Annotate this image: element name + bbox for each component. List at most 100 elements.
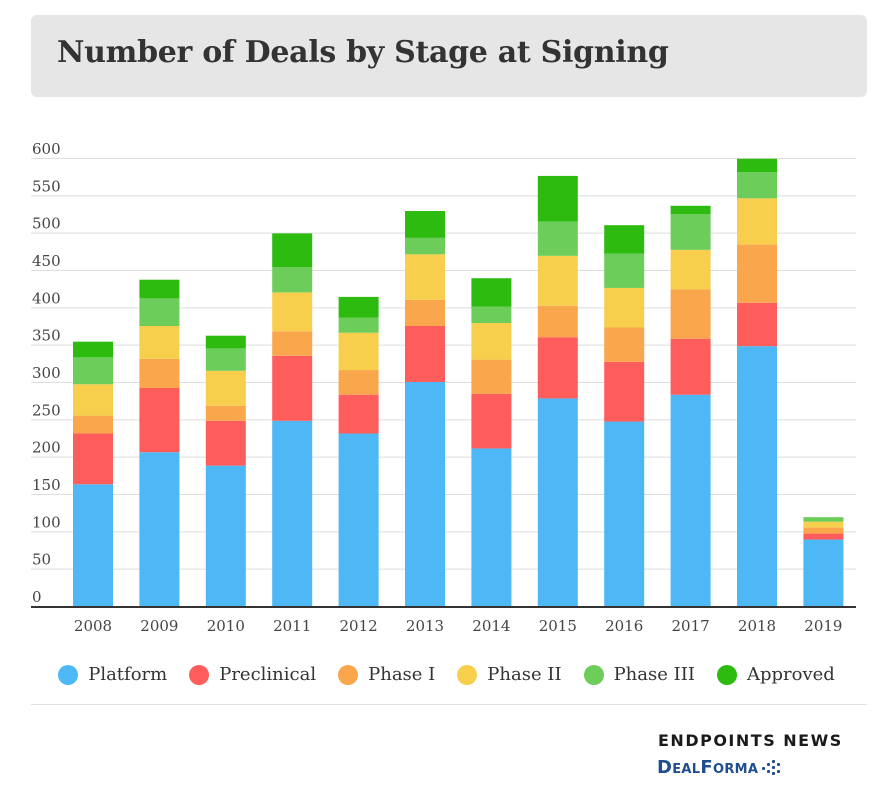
bar-2010-phase-ii <box>205 370 246 406</box>
bar-2017-platform <box>670 394 711 606</box>
bar-2019-phase-i <box>803 527 844 534</box>
chart-title: Number of Deals by Stage at Signing <box>57 35 669 70</box>
bar-2018-phase-i <box>737 244 777 303</box>
bar-2008-preclinical <box>73 433 113 485</box>
legend-swatch-icon <box>457 664 478 685</box>
legend-swatch-icon <box>716 664 737 685</box>
bar-2017-preclinical <box>670 338 711 395</box>
bar-2013-phase-iii <box>405 237 445 255</box>
bar-2017-phase-ii <box>670 249 711 290</box>
bar-2016-preclinical <box>604 361 645 422</box>
x-tick-label-2014: 2014 <box>472 617 510 635</box>
bar-2012-platform <box>338 433 379 606</box>
bar-2011-platform <box>272 420 313 606</box>
bar-2011-phase-i <box>272 331 313 356</box>
x-tick-label-2016: 2016 <box>605 617 643 635</box>
legend-swatch-icon <box>189 664 210 685</box>
y-tick-label-0: 0 <box>32 588 42 606</box>
bar-2018-preclinical <box>737 302 777 347</box>
y-tick-label-400: 400 <box>32 289 61 307</box>
x-tick-label-2010: 2010 <box>207 617 245 635</box>
bar-2010-phase-iii <box>205 348 246 371</box>
legend-swatch-icon <box>338 664 359 685</box>
bar-2016-phase-iii <box>604 253 645 288</box>
bar-2009-phase-iii <box>139 298 180 326</box>
bar-2016-approved <box>604 225 645 254</box>
bar-2018-platform <box>737 346 777 606</box>
bar-2013-phase-ii <box>405 254 445 300</box>
legend-label: Phase II <box>487 664 562 685</box>
legend-swatch-icon <box>583 664 604 685</box>
x-tick-label-2017: 2017 <box>672 617 710 635</box>
dealforma-logo-text: DealForma <box>657 757 759 778</box>
x-tick-label-2015: 2015 <box>539 617 577 635</box>
x-tick-label-2011: 2011 <box>273 617 311 635</box>
bar-2008-approved <box>73 341 113 358</box>
bar-2008-phase-ii <box>73 384 113 416</box>
bar-2011-phase-ii <box>272 292 313 332</box>
y-tick-label-550: 550 <box>32 177 61 195</box>
bar-2018-approved <box>737 158 777 173</box>
legend-label: Phase III <box>613 664 695 685</box>
bar-2012-approved <box>338 296 379 318</box>
bar-2011-phase-iii <box>272 267 313 293</box>
y-tick-label-150: 150 <box>32 476 61 494</box>
y-tick-label-500: 500 <box>32 215 61 233</box>
bar-2019-phase-ii <box>803 521 844 528</box>
legend-item-phase-ii: Phase II <box>457 664 562 685</box>
bar-2019-phase-iii <box>803 517 844 522</box>
bar-2013-platform <box>405 382 445 606</box>
y-tick-label-300: 300 <box>32 364 61 382</box>
bar-2010-platform <box>205 465 246 606</box>
bar-2011-preclinical <box>272 355 313 421</box>
legend-item-approved: Approved <box>716 664 835 685</box>
bar-2014-approved <box>471 278 512 307</box>
bar-2009-preclinical <box>139 387 180 453</box>
legend-label: Platform <box>88 664 168 685</box>
bar-2015-platform <box>537 398 578 606</box>
bar-2017-phase-iii <box>670 214 711 250</box>
bar-2008-platform <box>73 484 113 606</box>
bar-2017-approved <box>670 205 711 214</box>
y-tick-label-100: 100 <box>32 513 61 531</box>
bar-2015-phase-i <box>537 305 578 338</box>
legend-swatch-icon <box>58 664 79 685</box>
bar-2010-preclinical <box>205 420 246 466</box>
legend-item-phase-i: Phase I <box>338 664 435 685</box>
bar-2013-preclinical <box>405 326 445 382</box>
bar-2008-phase-i <box>73 415 113 434</box>
bar-2012-phase-iii <box>338 317 379 333</box>
y-tick-label-450: 450 <box>32 252 61 270</box>
bar-2019-preclinical <box>803 533 844 540</box>
bar-2009-phase-ii <box>139 326 180 359</box>
bar-2017-phase-i <box>670 289 711 339</box>
bar-2011-approved <box>272 233 313 268</box>
y-tick-label-250: 250 <box>32 401 61 419</box>
legend-item-phase-iii: Phase III <box>583 664 695 685</box>
bar-2010-approved <box>205 335 246 349</box>
y-tick-label-600: 600 <box>32 140 61 158</box>
chart-title-box: Number of Deals by Stage at Signing <box>31 15 867 97</box>
x-tick-label-2009: 2009 <box>140 617 178 635</box>
y-tick-label-50: 50 <box>32 551 51 569</box>
bar-2014-platform <box>471 448 512 606</box>
stacked-bar-chart: 0 50 100 150 200 250 300 350 400 450 500 550 600 2008… <box>31 140 856 635</box>
dealforma-dots-icon <box>760 760 782 776</box>
bar-2018-phase-ii <box>737 198 777 245</box>
bar-2018-phase-iii <box>737 172 777 199</box>
bar-2012-preclinical <box>338 394 379 434</box>
legend-label: Phase I <box>368 664 436 685</box>
legend-label: Approved <box>746 664 835 685</box>
bar-2012-phase-i <box>338 370 379 395</box>
legend-item-platform: Platform <box>58 664 167 685</box>
bar-2014-preclinical <box>471 393 512 449</box>
y-tick-label-200: 200 <box>32 439 61 457</box>
bar-2015-phase-iii <box>537 221 578 256</box>
legend-label: Preclinical <box>219 664 317 685</box>
bar-2015-approved <box>537 175 578 222</box>
x-tick-label-2008: 2008 <box>74 617 112 635</box>
bar-2016-phase-ii <box>604 287 645 328</box>
legend-item-preclinical: Preclinical <box>189 664 316 685</box>
bar-2008-phase-iii <box>73 357 113 385</box>
bar-2016-phase-i <box>604 327 645 362</box>
